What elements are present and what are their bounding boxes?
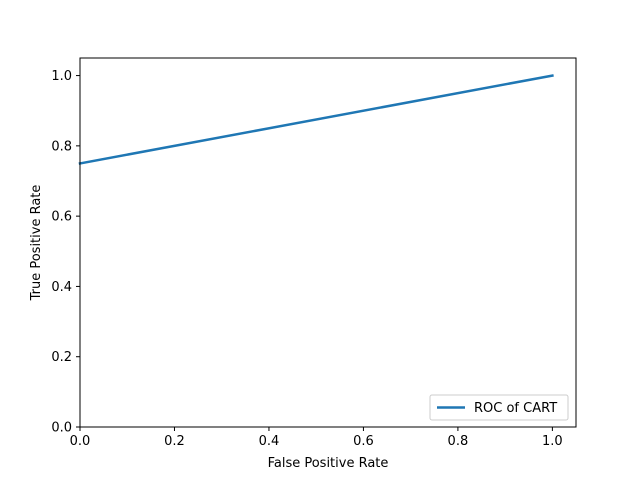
y-axis-ticks: 0.0 0.2 0.4 0.6 0.8 1.0 xyxy=(51,69,80,436)
y-tick-label: 0.6 xyxy=(51,210,72,225)
x-axis-label: False Positive Rate xyxy=(268,456,389,471)
y-tick-label: 0.2 xyxy=(51,350,72,365)
x-tick-label: 1.0 xyxy=(542,434,563,449)
series-layer xyxy=(78,74,554,165)
y-axis-label: True Positive Rate xyxy=(29,185,44,302)
y-tick-label: 0.8 xyxy=(51,139,72,154)
y-tick-label: 0.4 xyxy=(51,280,72,295)
legend-label-roc-of-cart: ROC of CART xyxy=(474,401,557,416)
series-line-0 xyxy=(78,74,554,165)
legend: ROC of CART xyxy=(429,394,569,421)
x-tick-label: 0.0 xyxy=(70,434,91,449)
x-tick-label: 0.2 xyxy=(164,434,185,449)
y-tick-label: 0.0 xyxy=(51,421,72,436)
x-tick-label: 0.4 xyxy=(259,434,280,449)
y-tick-label: 1.0 xyxy=(51,69,72,84)
plot-frame xyxy=(79,57,577,428)
x-tick-label: 0.6 xyxy=(353,434,374,449)
plot-area xyxy=(80,58,576,427)
x-tick-label: 0.8 xyxy=(448,434,469,449)
legend-box xyxy=(429,394,569,421)
x-axis-ticks: 0.0 0.2 0.4 0.6 0.8 1.0 xyxy=(70,427,563,449)
